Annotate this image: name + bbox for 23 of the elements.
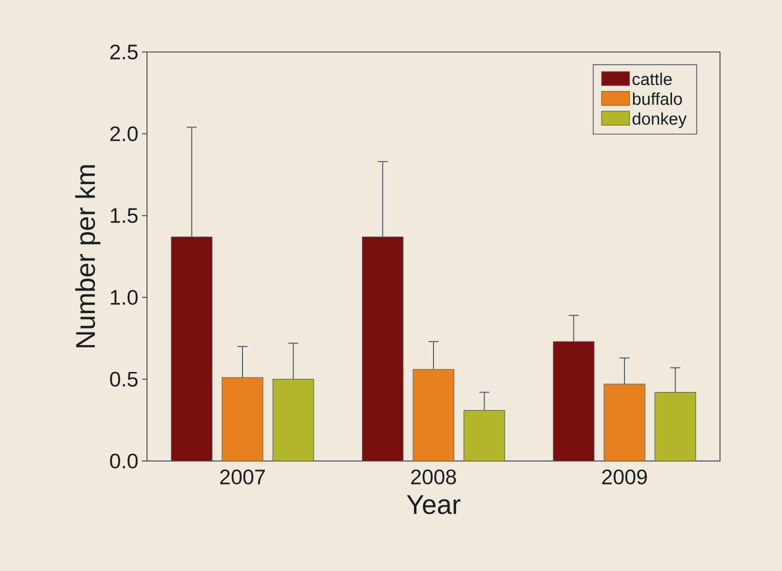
bar	[272, 378, 314, 462]
legend-label: buffalo	[632, 92, 682, 105]
y-tick-label: 2.0	[110, 126, 138, 142]
y-tick-label: 1.0	[110, 290, 138, 305]
y-tick-label: 2.5	[110, 44, 138, 60]
y-tick-label: 0.0	[110, 454, 138, 468]
x-tick-label: 2007	[220, 470, 265, 484]
y-axis-title: Number per km	[75, 165, 100, 348]
legend-label: cattle	[632, 72, 672, 86]
bar	[222, 377, 264, 462]
bar	[362, 236, 404, 462]
bar	[412, 369, 454, 462]
bar	[170, 236, 212, 462]
legend-label: donkey	[632, 112, 687, 128]
bar	[464, 410, 506, 462]
x-tick-label: 2009	[602, 470, 647, 484]
bar	[654, 392, 696, 462]
y-tick-label: 0.5	[110, 372, 138, 387]
bar	[604, 384, 646, 462]
x-tick-label: 2008	[411, 470, 456, 484]
bar	[552, 341, 594, 462]
y-tick-label: 1.5	[110, 208, 138, 223]
x-axis-title: Year	[406, 495, 460, 514]
